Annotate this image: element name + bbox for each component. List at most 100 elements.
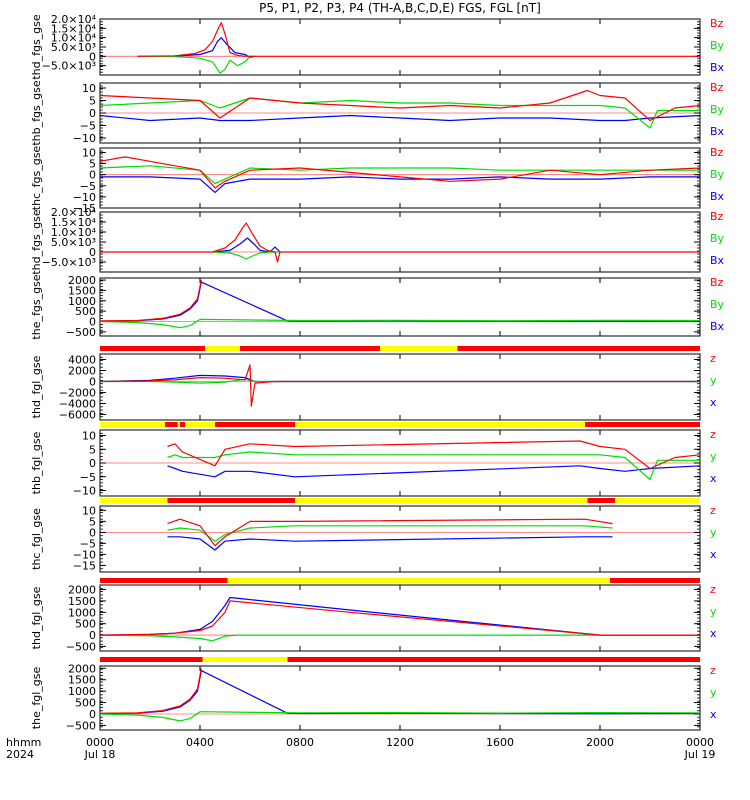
y-tick-label: 10	[82, 430, 96, 443]
y-tick-label: −4000	[59, 398, 96, 411]
x-tick-label: 2000	[586, 736, 614, 749]
y-axis-label: thd_fgl_gse	[30, 355, 43, 418]
mode-bar-segment	[240, 346, 380, 351]
series-line-bx	[99, 281, 701, 322]
y-tick-label: 2000	[68, 662, 96, 675]
legend-entry: x	[710, 396, 717, 409]
series-line-by	[212, 251, 280, 260]
y-tick-label: 0	[89, 526, 96, 539]
legend-entry: x	[710, 472, 717, 485]
y-tick-label: −5	[80, 120, 96, 133]
legend-entry: Bx	[710, 254, 725, 267]
series-line-x	[99, 670, 701, 715]
y-axis-label: thc_fgl_gse	[30, 508, 43, 570]
series-line-bz	[99, 156, 701, 189]
series-line-z	[99, 364, 700, 407]
mode-bar-segment	[457, 346, 700, 351]
y-axis-label: thd_fgs_gse	[30, 14, 43, 80]
y-axis-label: thb_fgs_gse	[30, 80, 43, 146]
y-tick-label: 5	[89, 158, 96, 171]
legend-entry: Bx	[710, 125, 725, 138]
y-axis-label: thb_fgl_gse	[30, 431, 43, 494]
legend-entry: x	[710, 627, 717, 640]
y-tick-label: 1000	[68, 606, 96, 619]
mode-bar-segment	[615, 498, 700, 503]
x-tick-label: 1200	[386, 736, 414, 749]
x-tick-label: 0000	[686, 736, 714, 749]
y-tick-label: 2000	[68, 584, 96, 597]
series-line-bx	[99, 114, 701, 122]
series-line-x	[167, 536, 613, 551]
panel-frame	[99, 665, 701, 731]
series-line-by	[99, 165, 700, 185]
y-tick-label: −5.0×10³	[42, 256, 96, 269]
legend-entry: Bx	[710, 320, 725, 333]
x-tick-sublabel: Jul 18	[84, 748, 116, 761]
y-axis-label: thd_fgs_gse	[30, 209, 43, 275]
mode-bar-segment	[585, 422, 700, 427]
y-tick-label: 0	[89, 50, 96, 63]
x-tick-label: 0800	[286, 736, 314, 749]
y-tick-label: −500	[66, 326, 96, 339]
mode-bar-segment	[227, 578, 610, 583]
panel-frame	[99, 18, 701, 76]
y-tick-label: 500	[75, 618, 96, 631]
y-tick-label: −10	[73, 191, 96, 204]
series-line-y	[99, 711, 701, 722]
y-tick-label: −500	[66, 640, 96, 653]
legend-entry: By	[710, 39, 725, 52]
panel-frame	[99, 211, 701, 273]
y-tick-label: 5.0×10³	[51, 41, 96, 54]
y-tick-label: 0	[89, 316, 96, 329]
y-axis-label: the_fgl_gse	[30, 667, 43, 730]
legend-entry: By	[710, 168, 725, 181]
series-line-bz	[137, 22, 700, 57]
y-tick-label: 4000	[68, 354, 96, 367]
legend-entry: z	[710, 352, 716, 365]
y-tick-label: 0	[89, 376, 96, 389]
y-axis-label: thd_fgl_gse	[30, 586, 43, 649]
legend-entry: z	[710, 664, 716, 677]
y-tick-label: −5	[80, 180, 96, 193]
y-tick-label: 10	[82, 504, 96, 517]
series-line-y	[100, 378, 700, 384]
mode-bar-segment	[202, 657, 288, 662]
legend-entry: y	[710, 605, 717, 618]
mode-bar-segment	[167, 498, 295, 503]
y-tick-label: 1.5×10⁴	[51, 216, 97, 229]
series-line-by	[137, 55, 255, 74]
time-row-label: hhmm	[6, 736, 41, 749]
series-line-by	[99, 318, 701, 329]
series-line-bz	[99, 279, 202, 322]
mode-bar-segment	[185, 422, 215, 427]
mode-bar-segment	[100, 498, 168, 503]
series-line-z	[99, 668, 202, 714]
legend-entry: Bx	[710, 190, 725, 203]
mode-bar-segment	[295, 422, 585, 427]
y-tick-label: 0	[89, 708, 96, 721]
mode-bar-segment	[165, 422, 178, 427]
panel-frame	[99, 584, 701, 652]
y-tick-label: 5	[89, 443, 96, 456]
y-tick-label: −5	[80, 471, 96, 484]
series-line-z	[167, 440, 701, 470]
y-tick-label: 2000	[68, 365, 96, 378]
y-tick-label: 5	[89, 515, 96, 528]
y-tick-label: 500	[75, 697, 96, 710]
mode-bar-segment	[295, 498, 588, 503]
mode-bar-segment	[100, 657, 203, 662]
mode-bar-segment	[380, 346, 458, 351]
mode-bar-segment	[100, 422, 165, 427]
panel-frame	[99, 353, 701, 421]
y-tick-label: 1500	[68, 595, 96, 608]
legend-entry: y	[710, 526, 717, 539]
y-tick-label: 5	[89, 95, 96, 108]
panel-frame	[99, 505, 701, 573]
y-tick-label: −10	[73, 548, 96, 561]
x-tick-label: 1600	[486, 736, 514, 749]
legend-entry: Bz	[710, 276, 724, 289]
series-line-bx	[137, 37, 256, 58]
chart-title: P5, P1, P2, P3, P4 (TH-A,B,C,D,E) FGS, F…	[259, 1, 541, 15]
legend-entry: x	[710, 708, 717, 721]
mode-bar-segment	[215, 422, 295, 427]
